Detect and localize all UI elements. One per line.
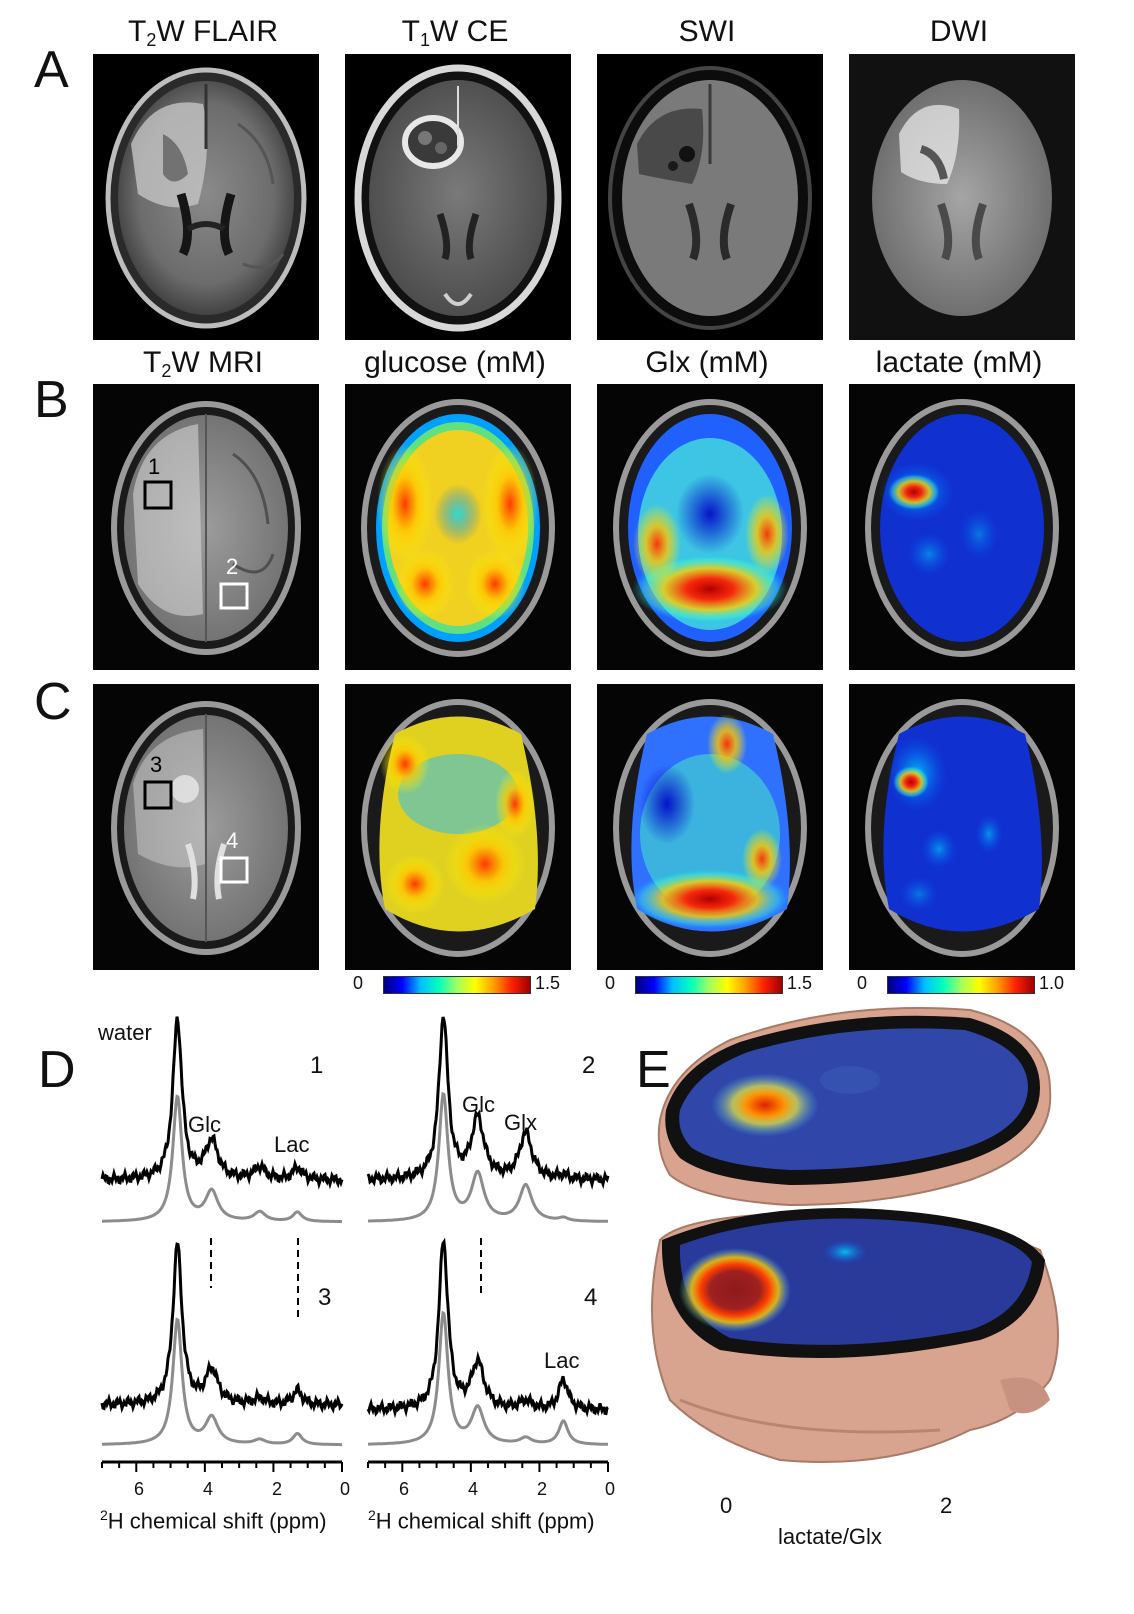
label-lac-1: Lac bbox=[274, 1132, 310, 1157]
image-t2w-flair bbox=[93, 54, 319, 340]
roi-label-2: 2 bbox=[226, 554, 239, 579]
spectrum-fit-3 bbox=[102, 1317, 342, 1447]
colorbar-glx-gradient bbox=[635, 976, 783, 994]
colorbar-lactate-gradient bbox=[887, 976, 1035, 994]
spectrum-fit-2 bbox=[368, 1091, 609, 1223]
colorbar-glucose-max: 1.5 bbox=[535, 973, 561, 993]
title-t1w-ce: T1W CE bbox=[401, 15, 509, 50]
image-t2w-mri-c: 3 4 bbox=[93, 684, 319, 970]
panel-letter-b: B bbox=[34, 371, 69, 429]
colorbar-e-label: lactate/Glx bbox=[778, 1524, 882, 1549]
roi-label-4: 4 bbox=[226, 828, 239, 853]
panel-letter-e: E bbox=[636, 1041, 671, 1099]
spectrum-number-2: 2 bbox=[582, 1052, 596, 1079]
spectra-plot bbox=[100, 1016, 610, 1472]
title-lactate: lactate (mM) bbox=[875, 346, 1043, 379]
tick-left-6: 6 bbox=[134, 1479, 145, 1499]
spectrum-number-4: 4 bbox=[584, 1284, 598, 1311]
panel-letter-c: C bbox=[34, 673, 72, 731]
tick-left-0: 0 bbox=[340, 1479, 351, 1499]
label-water: water bbox=[98, 1020, 152, 1045]
spectrum-measured-1 bbox=[100, 1016, 344, 1190]
spectrum-measured-4 bbox=[366, 1237, 609, 1419]
map-glx-c bbox=[597, 684, 823, 970]
slice-lower-hotspot bbox=[679, 1248, 791, 1332]
panel-e-3d-render bbox=[651, 1007, 1059, 1463]
title-glx: Glx (mM) bbox=[645, 346, 769, 379]
map-lactate-b bbox=[849, 384, 1075, 670]
tick-right-4: 4 bbox=[468, 1479, 479, 1499]
panel-letter-d: D bbox=[38, 1041, 76, 1099]
spectrum-number-1: 1 bbox=[310, 1052, 324, 1079]
colorbar-e-min: 0 bbox=[720, 1493, 733, 1518]
spectrum-fit-1 bbox=[102, 1094, 343, 1224]
panel-letter-a: A bbox=[34, 41, 69, 99]
colorbar-glucose-gradient bbox=[383, 976, 531, 994]
colorbar-glucose: 0 1.5 bbox=[353, 970, 563, 1010]
slice-upper-hotspot bbox=[711, 1073, 819, 1137]
colorbar-lactate: 0 1.0 bbox=[857, 970, 1067, 1010]
tick-right-0: 0 bbox=[605, 1479, 616, 1499]
title-glucose: glucose (mM) bbox=[364, 346, 546, 379]
roi-box-3 bbox=[143, 780, 173, 810]
title-dwi: DWI bbox=[929, 15, 989, 48]
colorbar-lactate-max: 1.0 bbox=[1039, 973, 1065, 993]
tick-right-2: 2 bbox=[537, 1479, 548, 1499]
map-glucose-c bbox=[345, 684, 571, 970]
map-lactate-c bbox=[849, 684, 1075, 970]
colorbar-glucose-min: 0 bbox=[353, 973, 364, 993]
colorbar-lactate-min: 0 bbox=[857, 973, 868, 993]
roi-box-1 bbox=[143, 480, 173, 510]
colorbar-glx-min: 0 bbox=[605, 973, 616, 993]
roi-box-2 bbox=[219, 582, 249, 610]
colorbar-e-max: 2 bbox=[940, 1493, 953, 1518]
label-glx-2: Glx bbox=[504, 1110, 537, 1135]
image-swi bbox=[597, 54, 823, 340]
spectrum-fit-4 bbox=[368, 1310, 608, 1446]
tick-right-6: 6 bbox=[399, 1479, 410, 1499]
spectrum-measured-2 bbox=[366, 1016, 610, 1191]
label-glc-1: Glc bbox=[188, 1112, 221, 1137]
label-lac-4: Lac bbox=[544, 1348, 580, 1373]
spectrum-number-3: 3 bbox=[318, 1284, 332, 1311]
xlabel-right: 2H chemical shift (ppm) bbox=[368, 1507, 595, 1534]
roi-label-1: 1 bbox=[148, 454, 161, 479]
colorbar-glx: 0 1.5 bbox=[605, 970, 815, 1010]
colorbar-glx-max: 1.5 bbox=[787, 973, 813, 993]
tick-left-2: 2 bbox=[272, 1479, 283, 1499]
spectrum-measured-3 bbox=[100, 1242, 344, 1414]
label-glc-2: Glc bbox=[462, 1092, 495, 1117]
title-t2w-mri: T2W MRI bbox=[143, 346, 263, 381]
image-t2w-mri-b: 1 2 bbox=[93, 384, 319, 670]
map-glucose-b bbox=[345, 384, 571, 670]
map-glx-b bbox=[597, 384, 823, 670]
tick-left-4: 4 bbox=[203, 1479, 214, 1499]
image-t1w-ce bbox=[345, 54, 571, 340]
roi-box-4 bbox=[219, 856, 249, 884]
xlabel-left: 2H chemical shift (ppm) bbox=[100, 1507, 327, 1534]
title-swi: SWI bbox=[678, 15, 736, 48]
image-dwi bbox=[849, 54, 1075, 340]
title-t2w-flair: T2W FLAIR bbox=[127, 15, 278, 50]
roi-label-3: 3 bbox=[150, 752, 163, 777]
